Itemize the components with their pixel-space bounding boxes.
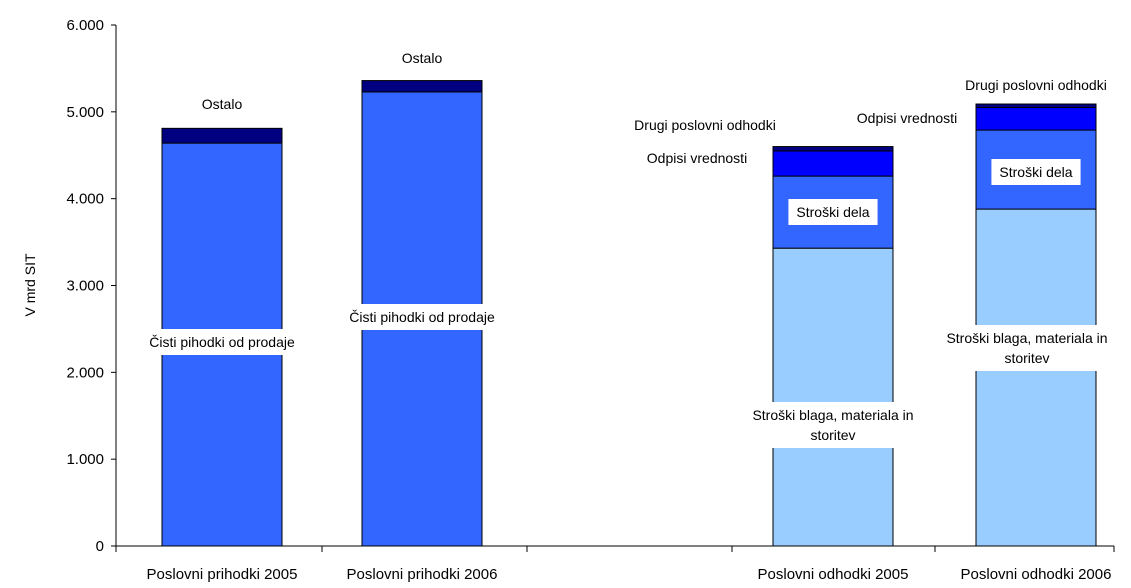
- data-label-bg: [991, 159, 1081, 185]
- y-tick-label: 2.000: [66, 364, 104, 381]
- data-label: Drugi poslovni odhodki: [634, 117, 776, 133]
- data-label-bg: [957, 72, 1115, 98]
- bar-segment: [772, 146, 894, 152]
- axes-layer: 0 1.000 2.000 3.000 4.000 5.000 6.000 Poslovni …: [66, 17, 1115, 583]
- data-label-bg: [341, 304, 503, 330]
- data-label-bg: [938, 325, 1116, 371]
- data-label: Drugi poslovni odhodki: [965, 77, 1107, 93]
- data-label-bg: [848, 105, 966, 131]
- data-label: storitev: [810, 427, 855, 443]
- data-label-bg: [141, 329, 303, 355]
- data-label: Ostalo: [402, 50, 443, 66]
- bars-layer: [161, 80, 1097, 547]
- data-label-bg: [626, 112, 784, 138]
- x-tick-label: Poslovni prihodki 2005: [147, 566, 298, 583]
- x-tick-label: Poslovni prihodki 2006: [347, 566, 498, 583]
- data-label: storitev: [1004, 350, 1049, 366]
- data-label: Čisti pihodki od prodaje: [149, 334, 295, 350]
- y-tick-label: 6.000: [66, 17, 104, 34]
- labels-layer: Čisti pihodki od prodaje Ostalo Čisti piho…: [141, 45, 1116, 448]
- bar-segment: [161, 127, 283, 144]
- bar-segment: [772, 247, 894, 547]
- y-tick-label: 1.000: [66, 451, 104, 468]
- bar-segment: [975, 103, 1097, 108]
- data-label: Ostalo: [202, 96, 243, 112]
- data-label: Odpisi vrednosti: [647, 150, 747, 166]
- data-label: Stroški dela: [999, 164, 1072, 180]
- data-label-bg: [744, 402, 922, 448]
- bar-segment: [361, 80, 483, 93]
- data-label-bg: [638, 145, 756, 171]
- y-tick-label: 5.000: [66, 104, 104, 121]
- data-label: Stroški dela: [796, 204, 869, 220]
- y-tick-label: 4.000: [66, 191, 104, 208]
- y-axis-title: V mrd SIT: [22, 253, 38, 316]
- y-tick-label: 3.000: [66, 278, 104, 295]
- x-tick-label: Poslovni odhodki 2006: [961, 566, 1112, 583]
- data-label: Stroški blaga, materiala in: [946, 330, 1107, 346]
- data-label: Stroški blaga, materiala in: [752, 407, 913, 423]
- data-label-bg: [788, 199, 878, 225]
- data-label: Odpisi vrednosti: [857, 110, 957, 126]
- y-tick-label: 0: [96, 538, 104, 555]
- data-label: Čisti pihodki od prodaje: [349, 309, 495, 325]
- data-label-bg: [193, 91, 251, 117]
- bar-segment: [975, 208, 1097, 547]
- bar-segment: [772, 150, 894, 177]
- bar-segment: [975, 106, 1097, 131]
- data-label-bg: [393, 45, 451, 71]
- x-tick-label: Poslovni odhodki 2005: [758, 566, 909, 583]
